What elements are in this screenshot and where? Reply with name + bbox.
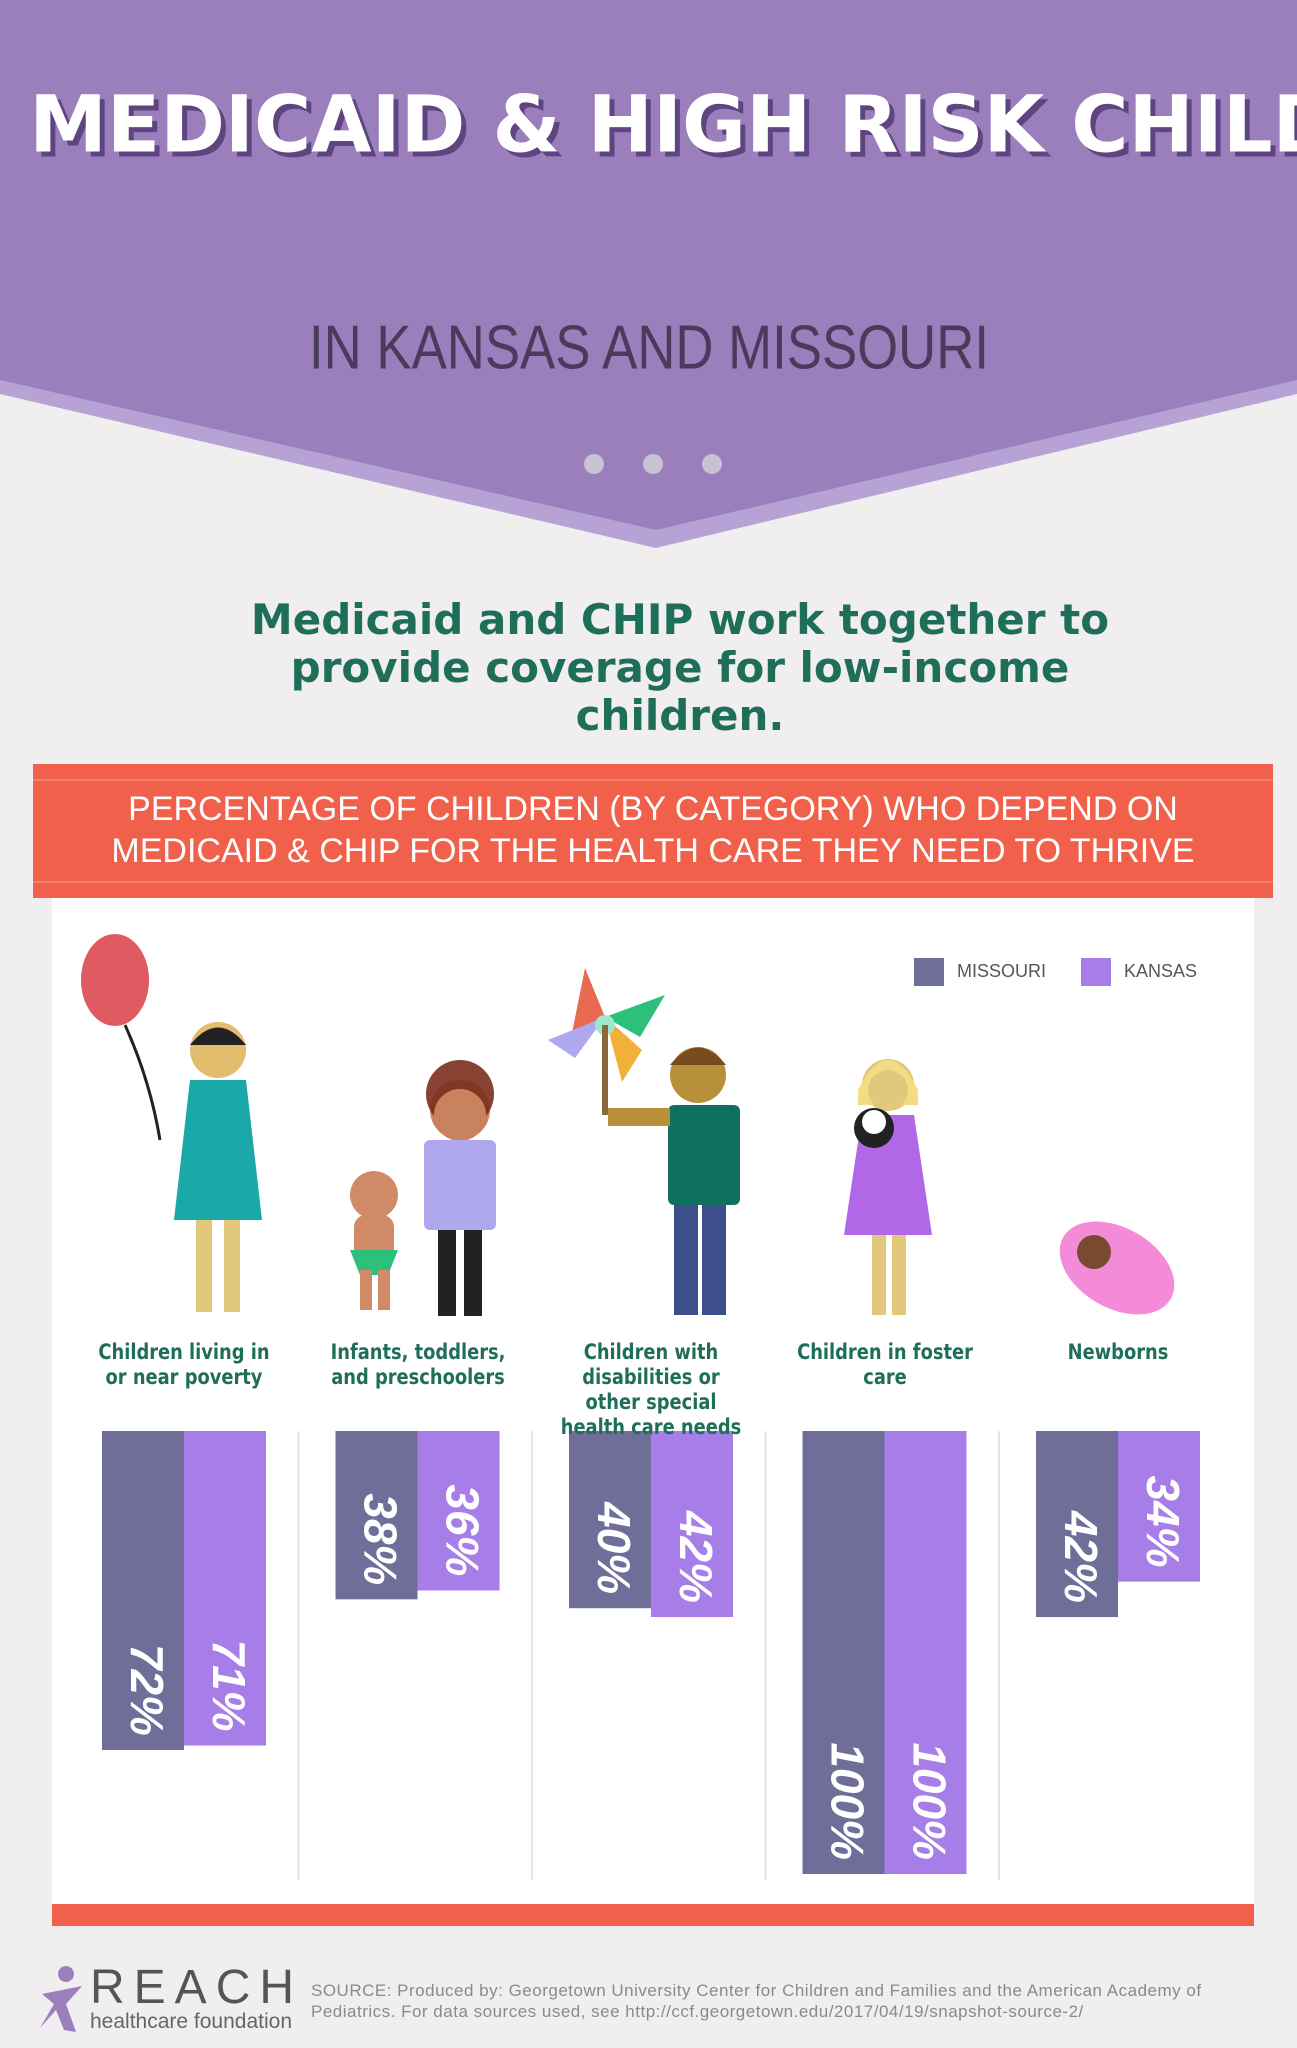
value-label: 42% [670,1510,722,1603]
bar [102,1431,184,1750]
bar [802,1431,885,1874]
value-label: 42% [1055,1510,1107,1603]
bar [417,1431,500,1591]
subtitle: IN KANSAS AND MISSOURI [309,313,989,382]
illustrations [81,934,1175,1316]
dot [584,454,604,474]
category-label: Infants, toddlers, and preschoolers [330,1340,505,1389]
value-label: 40% [588,1501,640,1594]
title-shadow: CHIP, MEDICAID & HIGH RISK CHILDREN [0,85,1297,175]
bar [184,1431,266,1746]
value-label: 100% [821,1742,873,1860]
logo-sub: healthcare foundation [90,2010,292,2033]
legend-swatch [914,958,944,986]
bar [651,1431,733,1618]
bar [569,1431,651,1609]
legend-label: KANSAS [1124,961,1197,981]
category-label: Children with disabilities or other spec… [560,1340,742,1439]
bar [1118,1431,1200,1582]
tagline: Medicaid and CHIP work together to provi… [250,595,1110,740]
value-label: 100% [903,1742,955,1860]
legend-swatch [1081,958,1111,986]
legend-label: MISSOURI [957,961,1046,981]
title: CHIP, MEDICAID & HIGH RISK CHILDREN [0,80,1297,170]
chart-banner [33,764,1273,898]
bar [884,1431,967,1874]
bar [1036,1431,1118,1618]
value-label: 38% [354,1493,406,1585]
category-label: Children in foster care [796,1340,973,1389]
value-label: 36% [436,1484,488,1576]
chart-title: PERCENTAGE OF CHILDREN (BY CATEGORY) WHO… [111,790,1195,870]
source: SOURCE: Produced by: Georgetown Universi… [311,1981,1202,2021]
value-label: 72% [121,1644,173,1736]
bar [335,1431,418,1600]
dot [702,454,722,474]
dot [643,454,663,474]
panel-footer [52,1904,1254,1926]
header [0,0,1297,530]
value-label: 34% [1137,1476,1189,1568]
value-label: 71% [203,1639,255,1731]
category-label: Children living in or near poverty [98,1340,270,1389]
logo-icon [40,1966,82,2032]
category-label: Newborns [1067,1340,1169,1364]
logo-name: REACH [90,1961,304,2014]
